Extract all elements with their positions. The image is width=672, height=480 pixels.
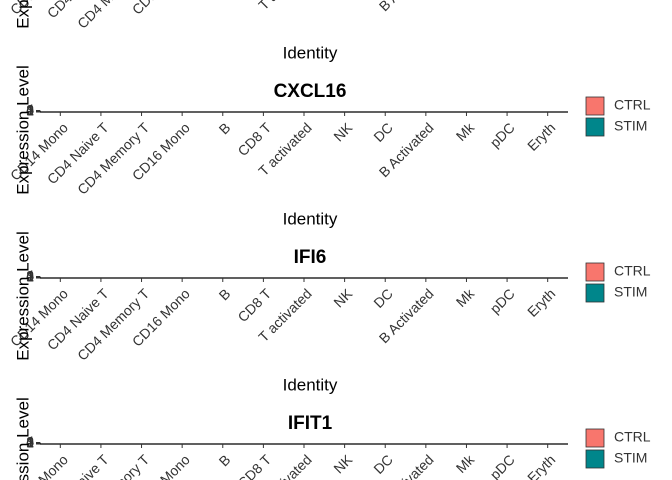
panel-title: CXCL16 — [274, 81, 347, 102]
legend-swatch — [585, 449, 605, 469]
x-tick-label: CD8 T — [234, 451, 274, 480]
x-tick-label: NK — [330, 451, 356, 477]
y-tick-label: 2 — [26, 434, 34, 450]
legend-label: CTRL — [614, 263, 651, 279]
panel-title: IFI6 — [294, 247, 327, 268]
x-tick-label: DC — [370, 451, 396, 477]
x-tick-label: B — [216, 119, 234, 137]
x-tick-label: CD16 Mono — [129, 0, 193, 18]
y-tick-label: 0 — [26, 269, 34, 285]
x-tick-label: pDC — [487, 119, 518, 150]
legend-label: STIM — [614, 118, 647, 134]
y-tick-label: 4 — [26, 433, 34, 449]
x-tick-label: Mk — [453, 451, 478, 476]
x-tick-label: CD4 Memory T — [74, 119, 153, 198]
x-tick-label: Eryth — [524, 285, 558, 319]
y-axis-title: Expression Level — [13, 397, 32, 480]
y-tick-label: 1 — [26, 268, 34, 284]
legend-swatch — [585, 428, 605, 448]
x-tick-label: NK — [330, 285, 356, 311]
y-tick-label: 4 — [26, 267, 34, 283]
y-tick-label: 3 — [26, 268, 34, 284]
y-axis-title: Expression Level — [13, 231, 32, 360]
y-tick-label: 4 — [26, 101, 34, 117]
x-axis-title: Identity — [283, 375, 338, 394]
x-tick-label: NK — [330, 119, 356, 145]
x-tick-label: Mk — [453, 285, 478, 310]
x-axis-title: Identity — [283, 43, 338, 62]
x-tick-label: B — [216, 285, 234, 303]
y-axis-title: Expression Level — [13, 0, 32, 29]
legend-swatch — [585, 96, 605, 116]
x-tick-label: pDC — [487, 285, 518, 316]
x-tick-label: B — [216, 451, 234, 469]
y-tick-label: 1 — [26, 434, 34, 450]
x-tick-label: CD4 Memory T — [74, 285, 153, 364]
legend-label: STIM — [614, 284, 647, 300]
y-tick-label: 0 — [26, 435, 34, 451]
x-axis-title: Identity — [283, 209, 338, 228]
legend-swatch — [585, 262, 605, 282]
y-tick-label: 2 — [26, 102, 34, 118]
x-tick-label: B Activated — [376, 0, 437, 14]
y-tick-label: 0 — [26, 103, 34, 119]
y-axis-title: Expression Level — [13, 65, 32, 194]
legend-label: CTRL — [614, 97, 651, 113]
x-tick-label: pDC — [487, 451, 518, 480]
legend-label: STIM — [614, 450, 647, 466]
x-tick-label: DC — [370, 285, 396, 311]
x-tick-label: T activated — [255, 0, 315, 13]
x-tick-label: Eryth — [524, 119, 558, 153]
y-tick-label: 2 — [26, 268, 34, 284]
legend-swatch — [585, 117, 605, 137]
panel-title: IFIT1 — [288, 413, 333, 434]
y-tick-label: 3 — [26, 434, 34, 450]
x-tick-label: DC — [370, 119, 396, 145]
x-tick-label: Mk — [453, 119, 478, 144]
legend-swatch — [585, 283, 605, 303]
legend-label: CTRL — [614, 429, 651, 445]
y-tick-label: 1 — [26, 102, 34, 118]
y-tick-label: 3 — [26, 102, 34, 118]
x-tick-label: Eryth — [524, 451, 558, 480]
